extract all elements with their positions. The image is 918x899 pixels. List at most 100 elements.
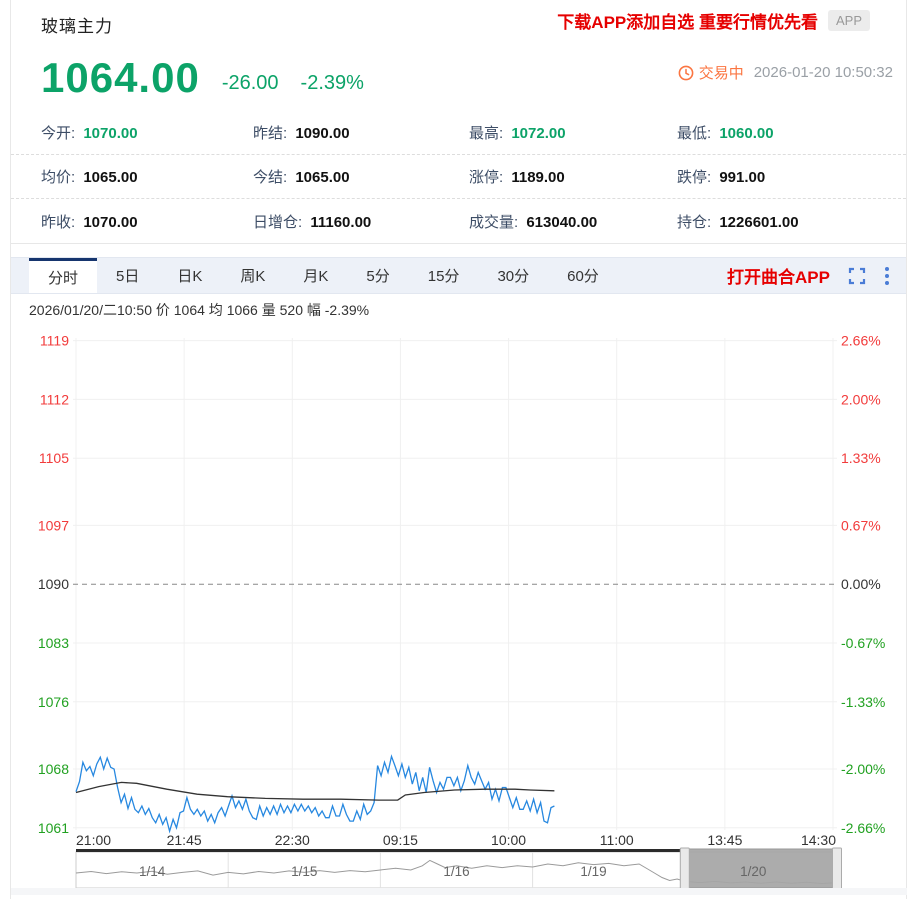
quote-row: 今开: 1070.00 昨结: 1090.00 最高: 1072.00 最低: 106… bbox=[11, 111, 906, 155]
chart-axis-labels: 21:00 21:45 22:30 09:15 10:00 11:00 13:45 14:30… bbox=[38, 333, 886, 848]
download-app-link[interactable]: 下载APP添加自选 重要行情优先看 bbox=[557, 13, 818, 32]
trading-status-label: 交易中 bbox=[698, 65, 744, 82]
quote-field-value: 991.00 bbox=[719, 169, 766, 186]
x-axis-tick: 21:45 bbox=[167, 832, 202, 848]
quote-field-成交量: 成交量: 613040.00 bbox=[469, 211, 677, 232]
quote-field-label: 今开: bbox=[41, 125, 80, 142]
tab-bar-tabs: 分时 5日 日K 周K 月K 5分 15分 30分 60分 bbox=[29, 258, 618, 293]
y-axis-percent-tick: 2.66% bbox=[841, 333, 881, 349]
quote-timestamp: 2026-01-20 10:50:32 bbox=[753, 64, 893, 81]
quote-field-value: 1189.00 bbox=[511, 169, 565, 186]
y-axis-price-tick: 1119 bbox=[40, 333, 69, 349]
y-axis-percent-tick: 2.00% bbox=[841, 391, 881, 407]
y-axis-price-tick: 1097 bbox=[38, 517, 69, 533]
quote-field-value: 1065.00 bbox=[83, 169, 138, 186]
app-badge: APP bbox=[827, 10, 870, 31]
tab-5日[interactable]: 5日 bbox=[116, 268, 140, 285]
open-app-link[interactable]: 打开曲合APP bbox=[727, 268, 830, 287]
quote-field-今结: 今结: 1065.00 bbox=[253, 166, 469, 187]
quote-field-label: 今结: bbox=[253, 169, 292, 186]
page-frame: 玻璃主力 下载APP添加自选 重要行情优先看 APP 1064.00 -26.0… bbox=[10, 0, 907, 899]
navigator-day-label: 1/14 bbox=[139, 864, 166, 879]
tab-5分[interactable]: 5分 bbox=[366, 268, 390, 285]
tab-60分[interactable]: 60分 bbox=[567, 268, 599, 285]
tab-bar-right: 打开曲合APP bbox=[727, 258, 890, 293]
quote-field-跌停: 跌停: 991.00 bbox=[677, 166, 906, 187]
crosshair-info-line: 2026/01/20/二10:50 价 1064 均 1066 量 520 幅 … bbox=[29, 301, 370, 318]
quote-field-label: 持仓: bbox=[677, 213, 716, 231]
more-menu-button[interactable] bbox=[884, 266, 890, 286]
quote-row: 均价: 1065.00 今结: 1065.00 涨停: 1189.00 跌停: 991… bbox=[11, 155, 906, 199]
intraday-chart: 21:00 21:45 22:30 09:15 10:00 11:00 13:45 14:30… bbox=[11, 333, 907, 895]
y-axis-price-tick: 1090 bbox=[38, 576, 69, 592]
tab-分时[interactable]: 分时 bbox=[29, 258, 98, 293]
navigator-right-handle[interactable] bbox=[832, 847, 842, 891]
fullscreen-button[interactable] bbox=[848, 267, 866, 285]
quote-field-value: 1060.00 bbox=[719, 125, 774, 142]
quote-field-最低: 最低: 1060.00 bbox=[677, 122, 906, 143]
quote-grid: 今开: 1070.00 昨结: 1090.00 最高: 1072.00 最低: 106… bbox=[11, 111, 906, 244]
tab-月K[interactable]: 月K bbox=[303, 268, 329, 285]
quote-field-均价: 均价: 1065.00 bbox=[41, 166, 253, 187]
y-axis-price-tick: 1112 bbox=[40, 391, 69, 407]
y-axis-price-tick: 1068 bbox=[38, 761, 69, 777]
navigator-day-label: 1/16 bbox=[443, 864, 469, 879]
price-change-percent: -2.39% bbox=[300, 72, 364, 94]
contract-title: 玻璃主力 bbox=[41, 17, 113, 36]
navigator-loaded-bar bbox=[76, 849, 685, 852]
clock-icon bbox=[678, 65, 694, 80]
last-price: 1064.00 bbox=[41, 54, 200, 101]
navigator[interactable]: 1/14 1/15 1/16 1/19 1/20 bbox=[75, 847, 842, 891]
quote-field-label: 昨结: bbox=[253, 125, 292, 142]
quote-header: 玻璃主力 下载APP添加自选 重要行情优先看 APP 1064.00 -26.0… bbox=[11, 0, 906, 99]
x-axis-tick: 13:45 bbox=[707, 832, 742, 848]
navigator-day-label: 1/20 bbox=[740, 864, 766, 879]
y-axis-percent-tick: -0.67% bbox=[841, 635, 885, 651]
average-line bbox=[75, 781, 555, 801]
y-axis-price-tick: 1061 bbox=[38, 820, 69, 836]
price-line bbox=[75, 754, 555, 834]
quote-field-value: 1065.00 bbox=[295, 169, 350, 186]
quote-field-label: 成交量: bbox=[469, 213, 523, 231]
y-axis-percent-tick: -2.00% bbox=[841, 761, 885, 777]
page-bottom-strip bbox=[11, 888, 907, 895]
kebab-menu-icon bbox=[885, 266, 889, 285]
tab-周K[interactable]: 周K bbox=[240, 268, 266, 285]
session-status-area: 交易中 2026-01-20 10:50:32 bbox=[678, 62, 893, 83]
price-change: -26.00 bbox=[221, 72, 279, 94]
quote-field-label: 跌停: bbox=[677, 169, 716, 186]
x-axis-tick: 22:30 bbox=[275, 832, 310, 848]
quote-field-value: 11160.00 bbox=[310, 213, 372, 231]
x-axis-tick: 09:15 bbox=[383, 832, 418, 848]
tab-30分[interactable]: 30分 bbox=[497, 268, 530, 285]
quote-field-日增仓: 日增仓: 11160.00 bbox=[253, 211, 469, 232]
y-axis-price-tick: 1076 bbox=[38, 694, 69, 710]
quote-field-label: 均价: bbox=[41, 169, 80, 186]
quote-field-label: 日增仓: bbox=[253, 213, 307, 231]
fullscreen-icon bbox=[848, 267, 866, 284]
quote-field-label: 昨收: bbox=[41, 213, 80, 231]
tab-15分[interactable]: 15分 bbox=[427, 268, 460, 285]
y-axis-percent-tick: 1.33% bbox=[841, 450, 881, 466]
chart-gridlines bbox=[73, 338, 837, 830]
quote-field-持仓: 持仓: 1226601.00 bbox=[677, 211, 906, 232]
trading-status: 交易中 bbox=[678, 62, 744, 83]
tab-日K[interactable]: 日K bbox=[177, 268, 203, 285]
quote-field-昨结: 昨结: 1090.00 bbox=[253, 122, 469, 143]
y-axis-percent-tick: -2.66% bbox=[841, 820, 885, 836]
y-axis-percent-tick: -1.33% bbox=[841, 694, 885, 710]
navigator-day-label: 1/19 bbox=[580, 864, 606, 879]
navigator-left-handle[interactable] bbox=[679, 847, 690, 891]
quote-field-label: 最低: bbox=[677, 125, 716, 142]
quote-field-value: 1226601.00 bbox=[719, 213, 799, 231]
y-axis-price-tick: 1083 bbox=[38, 635, 69, 651]
chart-tab-bar: 分时 5日 日K 周K 月K 5分 15分 30分 60分 打开曲合APP bbox=[11, 257, 906, 294]
quote-field-label: 最高: bbox=[469, 125, 508, 142]
quote-field-label: 涨停: bbox=[469, 169, 508, 186]
x-axis-tick: 21:00 bbox=[76, 832, 111, 848]
y-axis-percent-tick: 0.00% bbox=[841, 576, 881, 592]
quote-field-value: 1072.00 bbox=[511, 125, 566, 142]
navigator-day-label: 1/15 bbox=[291, 864, 317, 879]
y-axis-percent-tick: 0.67% bbox=[841, 517, 881, 533]
